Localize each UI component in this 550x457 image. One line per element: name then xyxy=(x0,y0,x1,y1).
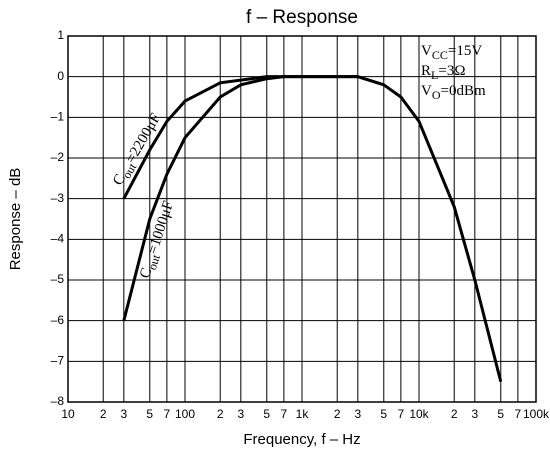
text-part: C xyxy=(137,266,155,280)
plot-frame xyxy=(67,35,537,403)
text-part: R xyxy=(421,63,431,79)
annotation: RL=3Ω xyxy=(421,63,465,81)
x-axis-label: Frequency, f – Hz xyxy=(243,431,360,448)
subscript: CC xyxy=(432,48,448,62)
y-tick-label: –2 xyxy=(51,150,65,164)
x-tick-label: 7 xyxy=(281,407,288,421)
y-tick-label: 1 xyxy=(57,28,64,42)
x-tick-label: 100 xyxy=(175,407,195,421)
x-tick-label: 100k xyxy=(523,407,550,421)
annotation: VCC=15V xyxy=(421,43,482,61)
subscript: out xyxy=(145,252,163,272)
x-tick-label: 10 xyxy=(61,407,75,421)
text-part: =3Ω xyxy=(438,63,465,79)
text-part: V xyxy=(421,83,432,99)
text-part: =0dBm xyxy=(441,83,486,99)
subscript: out xyxy=(119,160,139,181)
y-tick-label: –4 xyxy=(51,232,65,246)
x-tick-label: 3 xyxy=(471,407,478,421)
chart-title: f – Response xyxy=(246,7,358,28)
x-tick-label: 5 xyxy=(497,407,504,421)
x-tick-label: 2 xyxy=(334,407,341,421)
x-tick-label: 1k xyxy=(296,407,310,421)
text-part: V xyxy=(421,43,432,59)
x-tick-label: 2 xyxy=(100,407,107,421)
x-tick-label: 7 xyxy=(515,407,522,421)
x-tick-label: 10k xyxy=(409,407,429,421)
x-tick-label: 5 xyxy=(146,407,153,421)
x-tick-label: 3 xyxy=(120,407,127,421)
x-tick-label: 3 xyxy=(354,407,361,421)
x-tick-label: 3 xyxy=(237,407,244,421)
subscript: O xyxy=(432,88,441,102)
x-tick-label: 2 xyxy=(451,407,458,421)
subscript: L xyxy=(431,68,438,82)
annotation: VO=0dBm xyxy=(421,83,486,101)
y-axis-label: Response – dB xyxy=(7,168,24,271)
x-tick-label: 7 xyxy=(398,407,405,421)
x-tick-label: 2 xyxy=(217,407,224,421)
x-tick-label: 7 xyxy=(164,407,171,421)
y-tick-label: –5 xyxy=(51,272,65,286)
y-tick-label: –8 xyxy=(51,394,65,408)
y-tick-label: –3 xyxy=(51,191,65,205)
x-tick-label: 5 xyxy=(263,407,270,421)
y-tick-label: –7 xyxy=(51,354,65,368)
data-line xyxy=(122,75,358,322)
y-tick-label: –6 xyxy=(51,313,65,327)
y-tick-label: 0 xyxy=(57,69,64,83)
text-part: =15V xyxy=(448,43,482,59)
x-tick-label: 5 xyxy=(380,407,387,421)
y-tick-label: –1 xyxy=(51,110,65,124)
